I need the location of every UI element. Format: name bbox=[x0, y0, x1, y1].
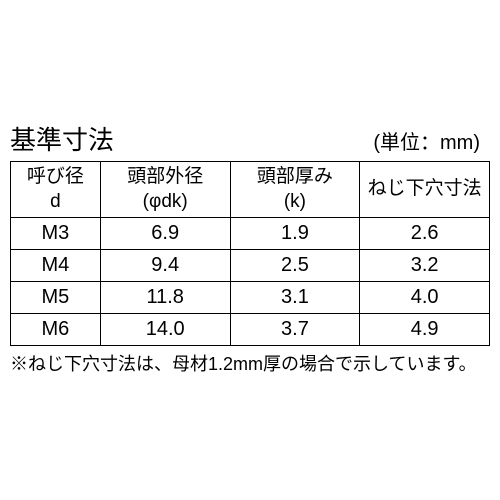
spec-table: 呼び径 d 頭部外径 (φdk) 頭部厚み (k) ねじ下穴寸法 M3 6 bbox=[10, 161, 490, 346]
header-row: 基準寸法 (単位：mm) bbox=[0, 120, 500, 161]
cell-dk: 14.0 bbox=[100, 314, 230, 346]
cell-d: M6 bbox=[11, 314, 101, 346]
cell-hole: 4.9 bbox=[360, 314, 490, 346]
col-header-hole: ねじ下穴寸法 bbox=[360, 162, 490, 218]
table-row: M3 6.9 1.9 2.6 bbox=[11, 218, 490, 250]
table-row: M6 14.0 3.7 4.9 bbox=[11, 314, 490, 346]
col-header-d: 呼び径 d bbox=[11, 162, 101, 218]
cell-hole: 2.6 bbox=[360, 218, 490, 250]
col-header-dk: 頭部外径 (φdk) bbox=[100, 162, 230, 218]
spec-table-container: 基準寸法 (単位：mm) 呼び径 d 頭部外径 (φdk) 頭部厚み (k) ね… bbox=[0, 120, 500, 376]
cell-k: 2.5 bbox=[230, 250, 360, 282]
col-header-k: 頭部厚み (k) bbox=[230, 162, 360, 218]
table-row: M5 11.8 3.1 4.0 bbox=[11, 282, 490, 314]
cell-dk: 9.4 bbox=[100, 250, 230, 282]
cell-hole: 4.0 bbox=[360, 282, 490, 314]
cell-d: M5 bbox=[11, 282, 101, 314]
cell-dk: 6.9 bbox=[100, 218, 230, 250]
table-unit: (単位：mm) bbox=[373, 126, 480, 155]
cell-hole: 3.2 bbox=[360, 250, 490, 282]
table-title: 基準寸法 bbox=[10, 120, 114, 157]
cell-k: 3.1 bbox=[230, 282, 360, 314]
cell-d: M3 bbox=[11, 218, 101, 250]
cell-dk: 11.8 bbox=[100, 282, 230, 314]
footnote: ※ねじ下穴寸法は、母材1.2mm厚の場合で示しています。 bbox=[10, 350, 500, 376]
cell-k: 3.7 bbox=[230, 314, 360, 346]
table-header-row: 呼び径 d 頭部外径 (φdk) 頭部厚み (k) ねじ下穴寸法 bbox=[11, 162, 490, 218]
cell-d: M4 bbox=[11, 250, 101, 282]
table-row: M4 9.4 2.5 3.2 bbox=[11, 250, 490, 282]
cell-k: 1.9 bbox=[230, 218, 360, 250]
